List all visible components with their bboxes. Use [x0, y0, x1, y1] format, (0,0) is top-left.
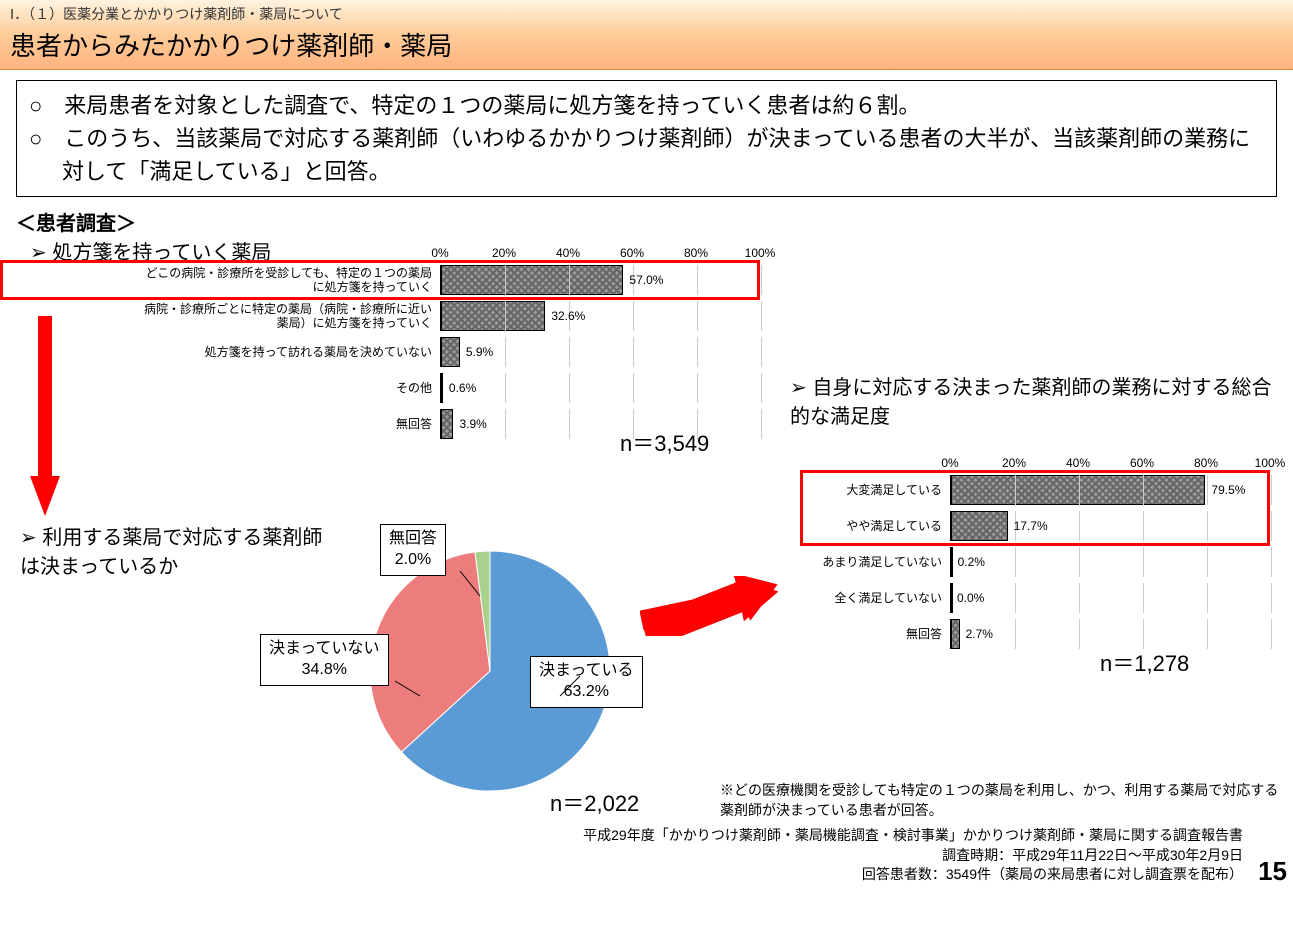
breadcrumb: Ⅰ．（１）医薬分業とかかりつけ薬剤師・薬局について	[10, 4, 1283, 24]
bar-row: 無回答2.7%	[800, 616, 1270, 652]
highlight-box	[0, 260, 760, 300]
chart3-title: 自身に対応する決まった薬剤師の業務に対する総合的な満足度	[790, 371, 1290, 429]
pie-label-na: 無回答2.0%	[380, 524, 446, 576]
bar-row: あまり満足していない0.2%	[800, 544, 1270, 580]
summary-item-1: 来局患者を対象とした調査で、特定の１つの薬局に処方箋を持っていく患者は約６割。	[29, 89, 1264, 122]
bar-row: 全く満足していない0.0%	[800, 580, 1270, 616]
pie-label-no: 決まっていない34.8%	[260, 634, 389, 686]
chart2-n: n＝2,022	[550, 786, 639, 818]
n-label: n＝1,278	[1100, 646, 1189, 678]
arrow-down-icon	[30, 316, 60, 516]
chart3-footnote: ※どの医療機関を受診しても特定の１つの薬局を利用し、かつ、利用する薬局で対応する…	[720, 781, 1280, 820]
bar-row: 病院・診療所ごとに特定の薬局（病院・診療所に近い薬局）に処方箋を持っていく32.…	[140, 298, 760, 334]
chart2-title: 利用する薬局で対応する薬剤師は決まっているか	[20, 521, 340, 579]
source-lines: 平成29年度「かかりつけ薬剤師・薬局機能調査・検討事業」かかりつけ薬剤師・薬局に…	[343, 826, 1243, 885]
page-number: 15	[1258, 856, 1287, 887]
pie-label-yes: 決まっている63.2%	[530, 656, 643, 708]
survey-label: ＜患者調査＞	[16, 207, 1293, 236]
bar-row: その他0.6%	[140, 370, 760, 406]
summary-item-2: このうち、当該薬局で対応する薬剤師（いわゆるかかりつけ薬剤師）が決まっている患者…	[29, 122, 1264, 188]
arrow-right-icon	[640, 576, 780, 636]
chart1: 0%20%40%60%80%100%どこの病院・診療所を受診しても、特定の１つの…	[140, 246, 760, 442]
page-title: 患者からみたかかりつけ薬剤師・薬局	[10, 26, 1283, 63]
n-label: n＝3,549	[620, 426, 709, 458]
chart3: 0%20%40%60%80%100%大変満足している79.5%やや満足している1…	[800, 456, 1270, 652]
bar-row: 処方箋を持って訪れる薬局を決めていない5.9%	[140, 334, 760, 370]
highlight-box	[800, 470, 1270, 546]
slide-header: Ⅰ．（１）医薬分業とかかりつけ薬剤師・薬局について 患者からみたかかりつけ薬剤師…	[0, 0, 1293, 70]
summary-box: 来局患者を対象とした調査で、特定の１つの薬局に処方箋を持っていく患者は約６割。 …	[16, 80, 1277, 197]
